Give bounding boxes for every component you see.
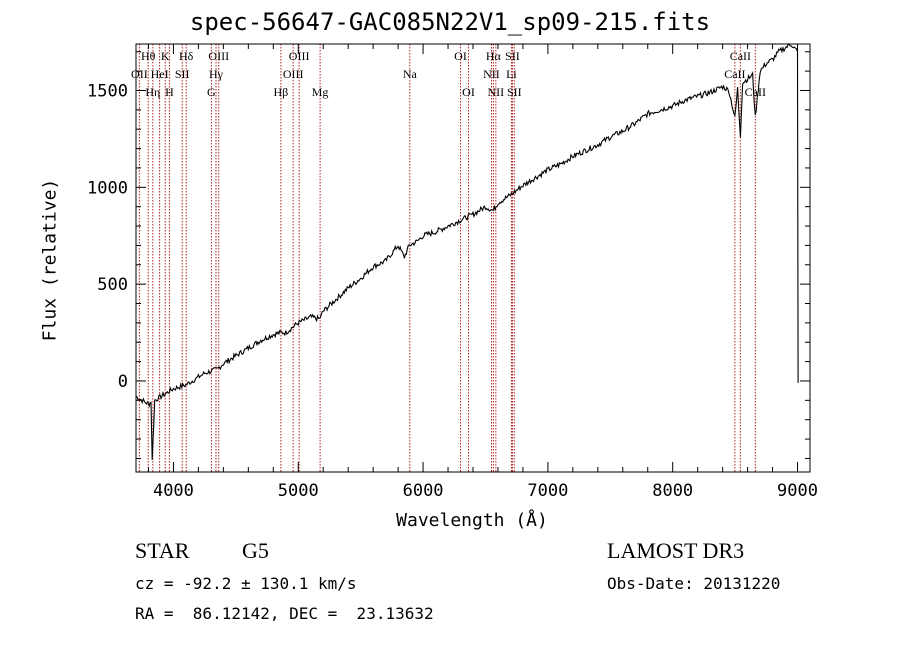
object-class: STAR bbox=[135, 538, 190, 563]
object-subclass: G5 bbox=[242, 538, 269, 563]
spectral-line-label: CaII bbox=[724, 67, 745, 81]
y-tick-label: 500 bbox=[97, 275, 128, 295]
coordinates: RA = 86.12142, DEC = 23.13632 bbox=[135, 604, 434, 623]
spectral-line-label: CaII bbox=[745, 85, 766, 99]
x-tick-label: 7000 bbox=[527, 481, 568, 501]
spectral-line-label: Hγ bbox=[209, 67, 224, 81]
spectral-line-label: OIII bbox=[208, 49, 229, 63]
spectral-line-label: OIII bbox=[289, 49, 310, 63]
spectral-line-label: Na bbox=[403, 67, 418, 81]
spectral-line-label: G bbox=[207, 85, 216, 99]
flux-series-line bbox=[135, 43, 799, 460]
y-axis-label: Flux (relative) bbox=[39, 178, 61, 342]
spectral-line-label: H bbox=[165, 85, 174, 99]
x-tick-label: 5000 bbox=[278, 481, 319, 501]
spectral-line-label: Hθ bbox=[141, 49, 156, 63]
x-tick-label: 6000 bbox=[403, 481, 444, 501]
spectral-line-label: OIII bbox=[283, 67, 304, 81]
spectral-line-label: SII bbox=[507, 85, 522, 99]
y-tick-label: 1500 bbox=[87, 81, 128, 101]
x-tick-label: 9000 bbox=[777, 481, 818, 501]
spectral-line-label: K bbox=[161, 49, 170, 63]
spectral-line-label: HeI bbox=[151, 67, 169, 81]
spectral-line-label: Hα bbox=[486, 49, 502, 63]
survey-name: LAMOST DR3 bbox=[607, 538, 745, 563]
spectral-line-label: Hδ bbox=[179, 49, 194, 63]
spectral-line-label: SII bbox=[505, 49, 520, 63]
plot-frame bbox=[135, 43, 811, 473]
spectral-line-label: Hβ bbox=[274, 85, 289, 99]
x-tick-label: 4000 bbox=[153, 481, 194, 501]
spectral-line-label: OII bbox=[131, 67, 148, 81]
x-tick-label: 8000 bbox=[652, 481, 693, 501]
spectral-line-label: Mg bbox=[312, 85, 329, 99]
spectral-line-label: OI bbox=[454, 49, 467, 63]
observation-date: Obs-Date: 20131220 bbox=[607, 574, 781, 593]
y-tick-label: 0 bbox=[118, 372, 128, 392]
spectral-line-label: CaII bbox=[730, 49, 751, 63]
x-axis-label: Wavelength (Å) bbox=[396, 510, 548, 531]
spectral-line-label: Hη bbox=[145, 85, 160, 99]
spectral-line-label: NII bbox=[488, 85, 505, 99]
spectral-line-label: OI bbox=[462, 85, 475, 99]
spectral-line-label: Li bbox=[506, 67, 517, 81]
spectral-line-label: NII bbox=[483, 67, 500, 81]
y-tick-label: 1000 bbox=[87, 178, 128, 198]
chart-title: spec-56647-GAC085N22V1_sp09-215.fits bbox=[189, 8, 711, 36]
redshift-velocity: cz = -92.2 ± 130.1 km/s bbox=[135, 574, 357, 593]
spectral-line-label: SII bbox=[175, 67, 190, 81]
